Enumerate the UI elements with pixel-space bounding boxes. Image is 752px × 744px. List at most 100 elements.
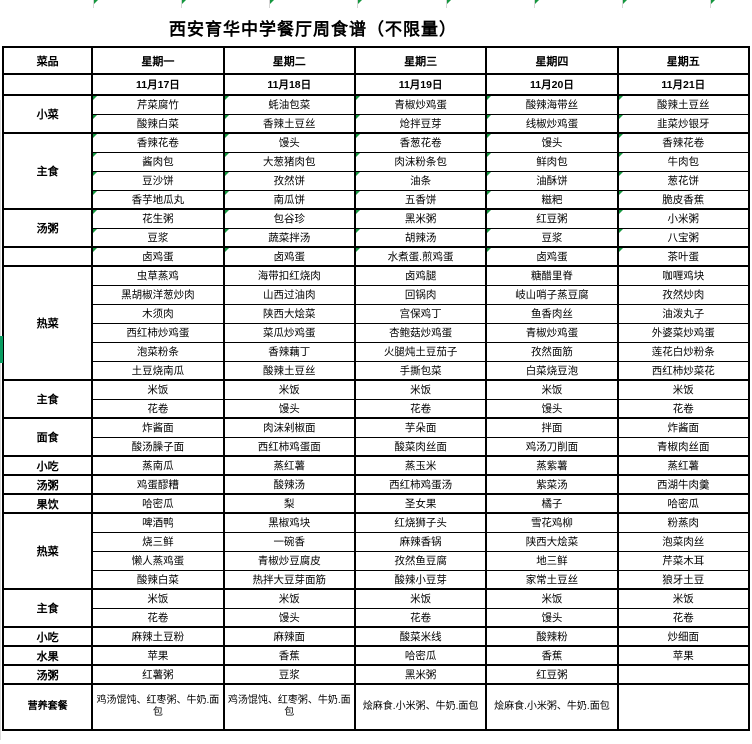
table-row: 主食 米饭 米饭 米饭 米饭 米饭 <box>1 588 751 628</box>
comment-triangle-icon <box>619 153 623 157</box>
menu-cell-text: 黑椒鸡块 <box>268 517 311 530</box>
menu-cell-text: 香芋地瓜丸 <box>131 193 185 206</box>
menu-cell-text: 啤酒鸭 <box>142 517 174 530</box>
comment-triangle-icon <box>623 0 627 4</box>
menu-cell: 花卷 <box>353 398 488 419</box>
menu-cell-text: 馒头 <box>541 402 563 415</box>
menu-cell: 包谷珍 <box>222 208 356 229</box>
menu-cell-text: 酸汤臊子面 <box>131 440 185 453</box>
sheet-top-remnant <box>0 0 752 8</box>
menu-cell: 炸酱面 <box>616 417 751 438</box>
menu-cell-text: 馒头 <box>278 137 300 150</box>
menu-cell: 地三鲜 <box>485 550 619 571</box>
sheet-gridline-stub <box>446 0 447 8</box>
menu-cell: 杏鲍菇炒鸡蛋 <box>353 322 488 343</box>
menu-cell-text: 花卷 <box>410 402 432 415</box>
comment-triangle-icon <box>619 249 623 252</box>
menu-cell-text: 油条 <box>410 175 432 187</box>
day-header-thursday: 星期四 <box>485 46 619 75</box>
menu-cell-text: 粉蒸肉 <box>667 517 700 530</box>
category-cell: 主食 <box>1 379 94 419</box>
table-row: 营养套餐 鸡汤馄饨、红枣粥、牛奶.面包 鸡汤馄饨、红枣粥、牛奶.面包 烩麻食.小米粥、… <box>1 683 751 731</box>
comment-triangle-icon <box>225 153 229 157</box>
menu-cell: 花卷 <box>91 398 225 419</box>
category-cell: 热菜 <box>1 512 94 590</box>
menu-cell-text: 酸菜肉丝面 <box>394 440 447 453</box>
table-row: 香芋地瓜丸 南瓜饼 五香饼 糍粑 脆皮香蕉 <box>3 189 751 210</box>
menu-cell: 海带扣红烧肉 <box>222 265 356 286</box>
menu-cell: 米饭 <box>353 379 488 400</box>
menu-cell-text: 青椒炒豆腐皮 <box>257 555 321 567</box>
menu-cell-text: 鱼香肉丝 <box>530 308 573 320</box>
date-row-spacer <box>1 73 94 96</box>
comment-triangle-icon <box>225 172 229 176</box>
menu-cell-text: 山西过油肉 <box>263 289 316 301</box>
menu-cell: 西湖牛肉羹 <box>616 474 751 495</box>
comment-triangle-icon <box>619 211 623 214</box>
menu-cell: 懒人蒸鸡蛋 <box>91 550 225 571</box>
menu-cell-text: 鸡蛋醪糟 <box>136 479 179 491</box>
menu-cell: 泡菜肉丝 <box>616 531 751 552</box>
menu-cell: 酸辣海带丝 <box>485 94 619 115</box>
menu-cell-text: 黑米粥 <box>404 669 437 681</box>
comment-triangle-icon <box>225 191 229 195</box>
menu-cell: 青椒肉丝面 <box>616 436 751 457</box>
menu-cell: 香葱花卷 <box>353 132 488 153</box>
menu-cell: 豆沙饼 <box>91 170 225 191</box>
menu-cell: 宫保鸡丁 <box>353 303 488 324</box>
table-row: 黑胡椒洋葱炒肉 山西过油肉 回锅肉 岐山哨子蒸豆腐 孜然炒肉 <box>3 284 751 305</box>
menu-cell: 西红柿炒鸡蛋 <box>91 322 225 343</box>
menu-cell: 卤鸡腿 <box>353 265 488 286</box>
menu-cell: 孜然饼 <box>222 170 356 191</box>
menu-cell: 麻辣土豆粉 <box>91 626 225 647</box>
menu-cell: 哈密瓜 <box>353 645 488 666</box>
menu-cell: 烩麻食.小米粥、牛奶.面包 <box>485 683 619 731</box>
menu-cell-text: 麻辣土豆粉 <box>131 631 185 643</box>
comment-triangle-icon <box>94 153 98 157</box>
day-header-friday: 星期五 <box>616 46 751 75</box>
menu-cell-text: 酸辣海带丝 <box>525 99 579 112</box>
menu-cell: 花卷 <box>353 607 488 628</box>
menu-cell: 红烧狮子头 <box>353 512 488 533</box>
table-row: 果饮 哈密瓜 梨 圣女果 橘子 哈密瓜 <box>1 493 751 514</box>
menu-cell: 酸辣土豆丝 <box>222 360 356 381</box>
table-row: 懒人蒸鸡蛋 青椒炒豆腐皮 孜然鱼豆腐 地三鲜 芹菜木耳 <box>3 550 751 571</box>
menu-cell-text: 香辣藕丁 <box>268 346 311 358</box>
menu-cell: 茶叶蛋 <box>616 246 751 267</box>
date-cell: 11月18日 <box>222 73 356 96</box>
menu-cell-text: 孜然炒肉 <box>662 289 705 301</box>
menu-cell-text: 南瓜饼 <box>273 193 306 206</box>
menu-cell-text: 鸡汤刀削面 <box>525 440 579 453</box>
sheet-gridline-stub <box>534 0 535 8</box>
menu-cell: 菜瓜炒鸡蛋 <box>222 322 356 343</box>
menu-cell-text: 蒸紫薯 <box>536 460 568 472</box>
comment-triangle-icon <box>488 229 492 233</box>
menu-cell-text: 卤鸡蛋 <box>142 251 174 263</box>
menu-cell-text: 懒人蒸鸡蛋 <box>131 555 185 567</box>
sheet-gridline-stub <box>357 0 358 8</box>
menu-cell: 酸辣汤 <box>222 474 356 495</box>
menu-cell: 烧三鲜 <box>91 531 225 552</box>
menu-cell-text: 烩麻食.小米粥、牛奶.面包 <box>362 701 479 712</box>
table-row: 主食 米饭 米饭 米饭 米饭 米饭 <box>1 379 751 419</box>
table-row: 热菜 啤酒鸭 黑椒鸡块 红烧狮子头 雪花鸡柳 粉蒸肉 <box>1 512 751 590</box>
table-row: 酸辣白菜 热拌大豆芽面筋 酸辣小豆芽 家常土豆丝 狼牙土豆 <box>3 569 751 590</box>
menu-cell-text: 西红柿炒菜花 <box>651 364 715 377</box>
comment-triangle-icon <box>225 115 229 119</box>
menu-cell-text: 蒸南瓜 <box>142 460 174 472</box>
menu-cell-text: 地三鲜 <box>536 555 568 567</box>
table-row: 小吃 蒸南瓜 蒸红薯 蒸玉米 蒸紫薯 蒸红薯 <box>1 455 751 476</box>
menu-cell-text: 白菜烧豆泡 <box>525 364 579 377</box>
menu-cell-text: 青椒炒鸡蛋 <box>394 99 447 112</box>
menu-cell: 馒头 <box>485 398 619 419</box>
menu-cell-text: 豆浆 <box>541 231 563 244</box>
table-row: 小菜 芹菜腐竹 蚝油包菜 青椒炒鸡蛋 酸辣海带丝 酸辣土豆丝 <box>1 94 751 134</box>
menu-cell-text: 八宝粥 <box>667 231 700 244</box>
menu-cell: 卤鸡蛋 <box>222 246 356 267</box>
menu-cell-text: 菜瓜炒鸡蛋 <box>263 327 316 339</box>
comment-triangle-icon <box>94 229 98 233</box>
menu-cell: 酸辣粉 <box>485 626 619 647</box>
menu-cell: 回锅肉 <box>353 284 488 305</box>
table-row: 卤鸡蛋 卤鸡蛋 水煮蛋.煎鸡蛋 卤鸡蛋 茶叶蛋 <box>1 246 751 267</box>
table-row: 木须肉 陕西大烩菜 宫保鸡丁 鱼香肉丝 油泼丸子 <box>3 303 751 324</box>
